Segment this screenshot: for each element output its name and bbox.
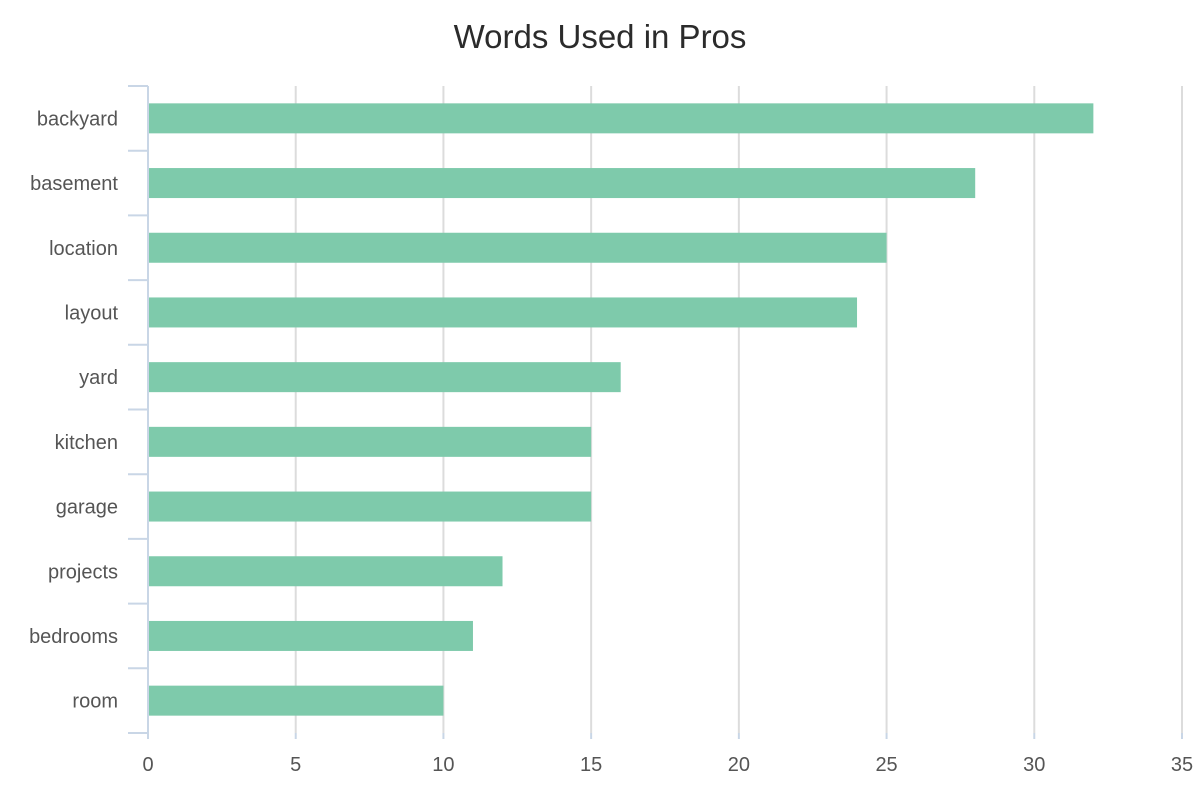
bar-room <box>148 685 444 716</box>
bars <box>148 103 1094 716</box>
y-tick-label-kitchen: kitchen <box>55 432 118 454</box>
tick-labels: backyard basement location layout yard kitche… <box>29 108 1193 776</box>
x-tick-label-15: 15 <box>580 754 602 776</box>
y-tick-label-location: location <box>49 238 118 260</box>
bar-layout <box>148 297 858 328</box>
bar-kitchen <box>148 426 592 457</box>
bar-backyard <box>148 103 1094 134</box>
bar-projects <box>148 556 503 587</box>
y-tick-label-garage: garage <box>56 497 118 519</box>
bar-basement <box>148 168 976 199</box>
bar-garage <box>148 491 592 522</box>
chart-title: Words Used in Pros <box>454 18 747 55</box>
x-tick-label-0: 0 <box>142 754 153 776</box>
x-tick-label-10: 10 <box>432 754 454 776</box>
y-tick-label-projects: projects <box>48 561 118 583</box>
bar-yard <box>148 362 621 393</box>
y-tick-label-layout: layout <box>65 302 119 324</box>
y-tick-label-backyard: backyard <box>37 108 118 130</box>
x-tick-label-30: 30 <box>1023 754 1045 776</box>
x-tick-label-20: 20 <box>728 754 750 776</box>
y-tick-label-basement: basement <box>30 173 118 195</box>
bar-bedrooms <box>148 620 473 651</box>
x-tick-label-25: 25 <box>875 754 897 776</box>
bar-location <box>148 232 887 263</box>
y-tick-label-room: room <box>72 691 118 713</box>
y-tick-label-bedrooms: bedrooms <box>29 626 118 648</box>
y-tick-label-yard: yard <box>79 367 118 389</box>
x-tick-label-35: 35 <box>1171 754 1193 776</box>
axes <box>128 85 1183 739</box>
x-tick-label-5: 5 <box>290 754 301 776</box>
